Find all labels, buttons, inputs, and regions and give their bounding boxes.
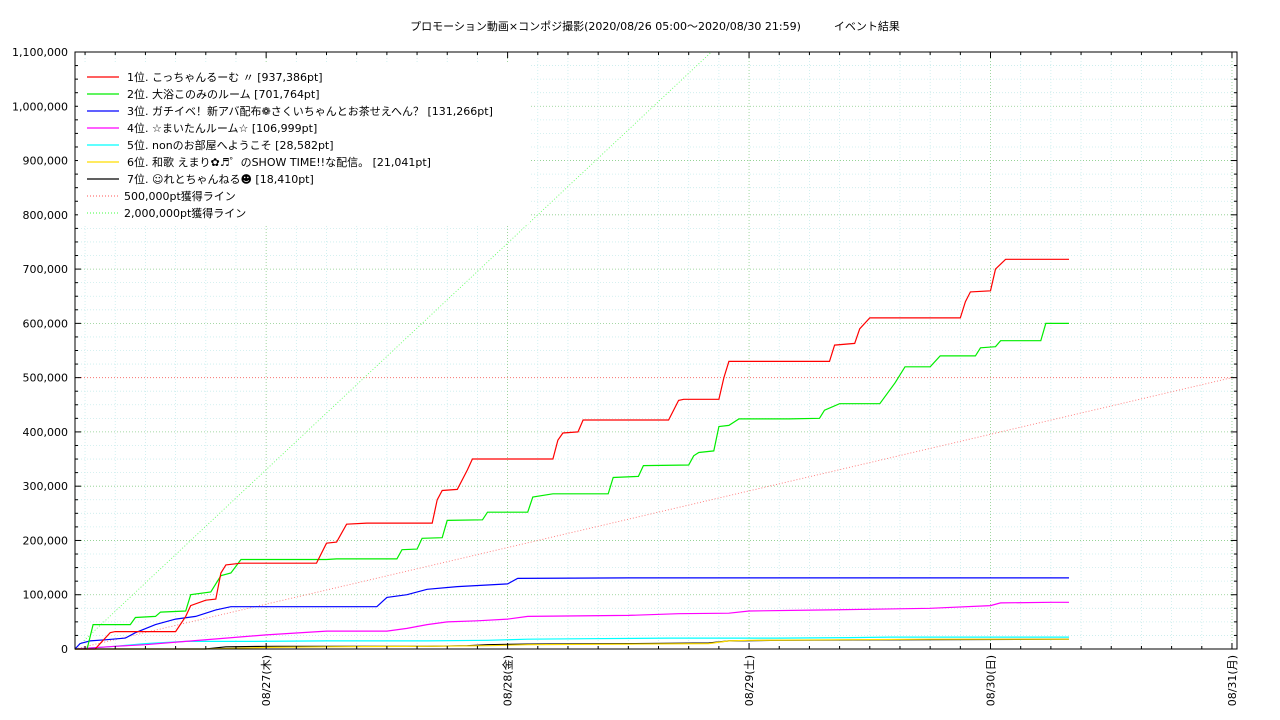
legend-label-4: 4位. ☆まいたんルーム☆ [106,999pt] bbox=[127, 121, 317, 135]
legend-label-3: 3位. ガチイベ！新アバ配布❁さくいちゃんとお茶せえへん？ [131,266pt… bbox=[127, 104, 493, 118]
y-tick-label: 100,000 bbox=[23, 589, 69, 602]
y-tick-label: 400,000 bbox=[23, 426, 69, 439]
x-tick-label: 08/28(金) bbox=[501, 655, 515, 706]
reference-line-1 bbox=[74, 377, 1233, 650]
axes: 0 100,000 200,000 300,000 400,000 500,000 600,… bbox=[12, 46, 1239, 706]
legend-background bbox=[78, 64, 530, 224]
y-tick-label: 900,000 bbox=[23, 155, 69, 168]
series-line-6 bbox=[75, 638, 1069, 650]
series-line-4 bbox=[74, 601, 1069, 650]
x-tick-label: 08/27(木) bbox=[260, 655, 273, 706]
legend-label-1: 1位. こっちゃんるーむ 〃 [937,386pt] bbox=[127, 70, 323, 84]
x-tick-label: 08/30(日) bbox=[985, 655, 998, 706]
series-line-3 bbox=[74, 577, 1069, 650]
series-line-2 bbox=[75, 322, 1069, 650]
legend-label-9: 2,000,000pt獲得ライン bbox=[124, 207, 246, 220]
y-tick-label: 700,000 bbox=[23, 263, 69, 276]
y-tick-label: 200,000 bbox=[23, 534, 69, 547]
legend-label-8: 500,000pt獲得ライン bbox=[124, 190, 236, 203]
chart-title: プロモーション動画×コンポジ撮影(2020/08/26 05:00〜2020/0… bbox=[410, 19, 900, 33]
y-tick-label: 300,000 bbox=[23, 480, 69, 493]
y-tick-label: 800,000 bbox=[23, 209, 69, 222]
legend-label-5: 5位. nonのお部屋へようこそ [28,582pt] bbox=[127, 138, 334, 152]
legend-label-7: 7位. ☺れとちゃんねる☻ [18,410pt] bbox=[127, 172, 314, 186]
legend-label-6: 6位. 和歌 えまり✿♬゜のSHOW TIME!!な配信。 [21,041pt] bbox=[127, 155, 431, 169]
legend-label-2: 2位. 大浴このみのルーム [701,764pt] bbox=[127, 87, 320, 101]
legend: 1位. こっちゃんるーむ 〃 [937,386pt] 2位. 大浴このみのルーム … bbox=[78, 64, 530, 224]
y-tick-label: 0 bbox=[61, 643, 68, 656]
reference-lines bbox=[74, 51, 1237, 650]
x-tick-label: 08/31(月) bbox=[1226, 655, 1239, 706]
y-tick-label: 500,000 bbox=[23, 372, 69, 385]
series-lines bbox=[74, 258, 1070, 650]
series-line-1 bbox=[75, 258, 1069, 650]
y-tick-label: 1,100,000 bbox=[12, 46, 68, 59]
y-tick-label: 1,000,000 bbox=[12, 100, 68, 113]
y-tick-label: 600,000 bbox=[23, 317, 69, 330]
x-tick-label: 08/29(土) bbox=[743, 655, 756, 706]
